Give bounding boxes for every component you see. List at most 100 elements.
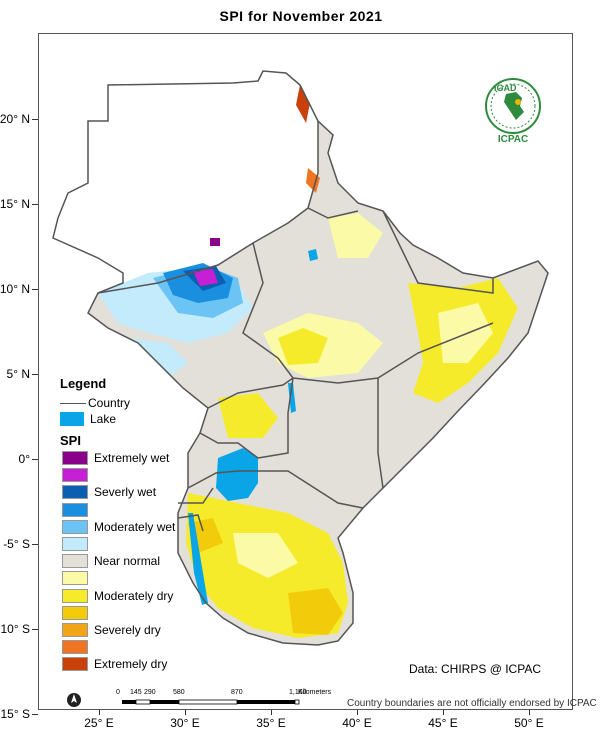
legend-country-label: Country	[88, 396, 131, 410]
scale-label: 1,160	[289, 689, 307, 696]
lat-tick-label: 20° N	[0, 112, 30, 126]
spi-class-0: Extremely wet	[60, 450, 210, 467]
dry-patch-ethiopia-north	[328, 213, 383, 258]
spi-swatch	[62, 605, 88, 620]
lat-tick-label: 15° N	[0, 197, 30, 211]
spi-class-5	[60, 536, 210, 553]
spi-class-label: Severly wet	[94, 485, 157, 500]
spi-class-9	[60, 605, 210, 622]
spi-swatch	[62, 571, 88, 586]
lake-turkana	[288, 383, 296, 413]
boundary-disclaimer: Country boundaries are not officially en…	[347, 698, 597, 709]
spi-class-7	[60, 570, 210, 587]
wet-patch-extreme-2	[210, 238, 220, 246]
dry-patch-eritrea-2	[306, 168, 320, 193]
spi-swatch	[62, 622, 88, 637]
lon-tick-mark	[357, 710, 358, 715]
scale-bar: 0 145 290 580 870 1,160 Kilometers	[60, 686, 350, 708]
lat-tick-mark	[32, 289, 38, 290]
lon-tick-mark	[185, 710, 186, 715]
logo-text-igad: IGAD	[494, 83, 517, 93]
spi-class-label: Moderately dry	[94, 588, 174, 603]
spi-class-label: Extremely wet	[94, 451, 170, 465]
dry-patch-eritrea	[296, 85, 310, 123]
lat-tick-mark	[32, 459, 38, 460]
scale-label: 870	[231, 689, 243, 696]
lon-tick-label: 30° E	[170, 716, 200, 730]
scale-unit: Kilometers	[298, 689, 332, 696]
scale-label: 580	[173, 689, 185, 696]
lake-swatch	[60, 412, 84, 426]
dry-patch-tanzania-4	[233, 533, 298, 578]
country-boundaries	[52, 70, 549, 646]
lat-tick-label: 5° N	[6, 367, 30, 381]
spi-swatch	[62, 657, 88, 672]
icpac-logo: IGAD ICPAC	[482, 76, 544, 148]
legend-title: Legend	[60, 376, 107, 391]
lon-tick-label: 45° E	[428, 716, 458, 730]
lon-tick-mark	[271, 710, 272, 715]
dry-patch-uganda	[218, 393, 278, 438]
spi-class-3	[60, 502, 210, 519]
country-line-swatch	[60, 402, 86, 404]
data-credit: Data: CHIRPS @ ICPAC	[409, 662, 541, 676]
spi-class-1	[60, 467, 210, 484]
lat-tick-mark	[32, 204, 38, 205]
map-legend: Legend Country Lake SPI Extremely wet Sev…	[60, 376, 210, 673]
spi-class-label: Severely dry	[94, 622, 161, 637]
lat-tick-mark	[32, 544, 38, 545]
legend-spi-title: SPI	[60, 433, 81, 448]
north-arrow-icon	[67, 693, 81, 707]
lat-tick-label: -15° S	[0, 707, 30, 721]
lat-tick-label: 10° N	[0, 282, 30, 296]
spi-class-11	[60, 639, 210, 656]
spi-swatch	[62, 451, 88, 465]
spi-class-12: Extremely dry	[60, 656, 210, 673]
dry-patch-somalia-2	[438, 303, 493, 363]
sudan-region	[53, 71, 318, 283]
spi-class-label: Moderately wet	[94, 519, 176, 534]
spi-class-2: Severly wet	[60, 484, 210, 501]
spi-class-10: Severely dry	[60, 622, 210, 639]
spi-class-4: Moderately wet	[60, 519, 210, 536]
spi-swatch	[62, 468, 88, 483]
spi-class-list: Extremely wet Severly wet Moderately wet Ne…	[60, 450, 210, 673]
scale-label: 290	[144, 689, 156, 696]
lat-tick-label: -10° S	[0, 622, 30, 636]
spi-class-6: Near normal	[60, 553, 210, 570]
scale-label: 145	[130, 689, 142, 696]
spi-class-label: Near normal	[94, 554, 161, 569]
spi-class-8: Moderately dry	[60, 588, 210, 605]
lake-victoria	[216, 448, 258, 501]
lat-tick-label: 0°	[18, 452, 30, 466]
spi-class-label: Extremely dry	[94, 657, 168, 672]
spi-swatch	[62, 485, 88, 500]
lon-tick-label: 25° E	[84, 716, 114, 730]
wet-patch-extreme	[193, 269, 218, 286]
map-canvas[interactable]	[38, 33, 573, 710]
lon-tick-mark	[99, 710, 100, 715]
spi-swatch	[62, 554, 88, 569]
lon-tick-mark	[529, 710, 530, 715]
lon-tick-label: 40° E	[342, 716, 372, 730]
lat-tick-mark	[32, 374, 38, 375]
legend-lake: Lake	[60, 411, 210, 427]
lon-tick-label: 35° E	[256, 716, 286, 730]
legend-country: Country	[60, 395, 210, 411]
logo-text-icpac: ICPAC	[497, 134, 529, 145]
legend-lake-label: Lake	[90, 412, 117, 426]
map-title: SPI for November 2021	[219, 8, 383, 24]
spi-swatch	[62, 536, 88, 551]
spi-swatch	[62, 519, 88, 534]
lake-tanganyika	[188, 513, 208, 605]
scale-label: 0	[116, 689, 120, 696]
lat-tick-mark	[32, 629, 38, 630]
lon-tick-label: 50° E	[514, 716, 544, 730]
lat-tick-label: -5° S	[3, 537, 30, 551]
spi-swatch	[62, 640, 88, 655]
dry-patch-ethiopia-2	[278, 328, 328, 365]
spi-swatch	[62, 588, 88, 603]
dry-patch-tanzania-2	[288, 588, 343, 635]
lake-tana	[308, 249, 318, 261]
spi-swatch	[62, 502, 88, 517]
